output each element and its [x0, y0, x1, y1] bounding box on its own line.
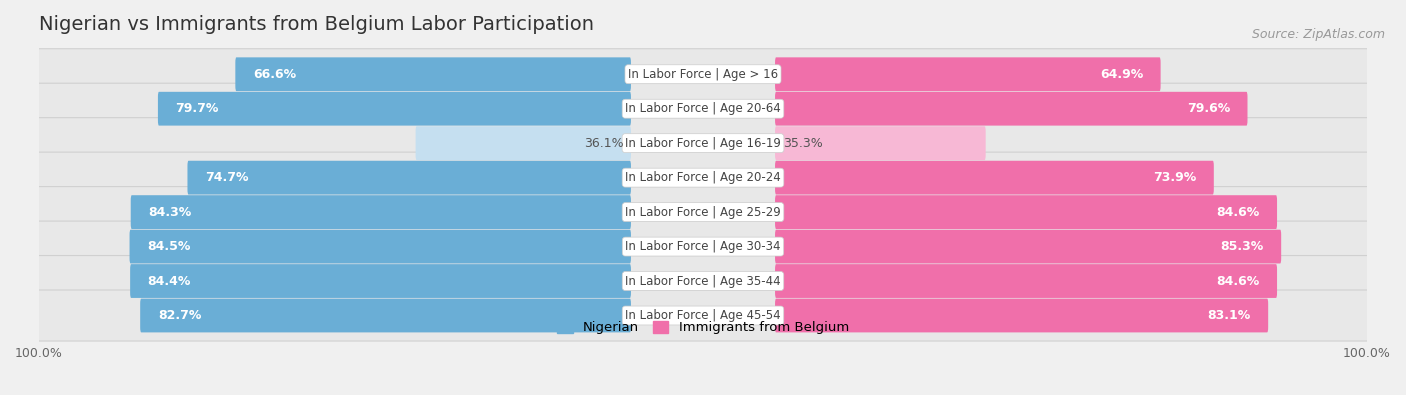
Text: In Labor Force | Age 45-54: In Labor Force | Age 45-54: [626, 309, 780, 322]
Text: 36.1%: 36.1%: [583, 137, 623, 150]
Text: 35.3%: 35.3%: [783, 137, 823, 150]
Text: 66.6%: 66.6%: [253, 68, 297, 81]
Text: 73.9%: 73.9%: [1153, 171, 1197, 184]
Legend: Nigerian, Immigrants from Belgium: Nigerian, Immigrants from Belgium: [551, 316, 855, 339]
FancyBboxPatch shape: [37, 83, 1369, 134]
FancyBboxPatch shape: [157, 92, 631, 126]
Text: 85.3%: 85.3%: [1220, 240, 1264, 253]
FancyBboxPatch shape: [37, 221, 1369, 272]
FancyBboxPatch shape: [187, 161, 631, 194]
FancyBboxPatch shape: [775, 264, 1277, 298]
Text: In Labor Force | Age > 16: In Labor Force | Age > 16: [628, 68, 778, 81]
FancyBboxPatch shape: [37, 118, 1369, 169]
FancyBboxPatch shape: [775, 161, 1213, 194]
FancyBboxPatch shape: [131, 264, 631, 298]
FancyBboxPatch shape: [235, 57, 631, 91]
Text: 84.6%: 84.6%: [1216, 206, 1260, 218]
FancyBboxPatch shape: [775, 299, 1268, 333]
Text: 83.1%: 83.1%: [1208, 309, 1250, 322]
FancyBboxPatch shape: [416, 126, 631, 160]
Text: Source: ZipAtlas.com: Source: ZipAtlas.com: [1251, 28, 1385, 41]
Text: 82.7%: 82.7%: [157, 309, 201, 322]
Text: 84.5%: 84.5%: [148, 240, 191, 253]
FancyBboxPatch shape: [37, 186, 1369, 238]
FancyBboxPatch shape: [37, 256, 1369, 307]
FancyBboxPatch shape: [775, 92, 1247, 126]
Text: 79.6%: 79.6%: [1187, 102, 1230, 115]
Text: In Labor Force | Age 30-34: In Labor Force | Age 30-34: [626, 240, 780, 253]
FancyBboxPatch shape: [141, 299, 631, 333]
FancyBboxPatch shape: [775, 229, 1281, 263]
Text: 84.3%: 84.3%: [148, 206, 191, 218]
Text: 79.7%: 79.7%: [176, 102, 219, 115]
Text: Nigerian vs Immigrants from Belgium Labor Participation: Nigerian vs Immigrants from Belgium Labo…: [39, 15, 593, 34]
FancyBboxPatch shape: [775, 126, 986, 160]
Text: In Labor Force | Age 25-29: In Labor Force | Age 25-29: [626, 206, 780, 218]
FancyBboxPatch shape: [37, 152, 1369, 203]
FancyBboxPatch shape: [131, 195, 631, 229]
Text: In Labor Force | Age 35-44: In Labor Force | Age 35-44: [626, 275, 780, 288]
FancyBboxPatch shape: [775, 195, 1277, 229]
FancyBboxPatch shape: [37, 49, 1369, 100]
Text: In Labor Force | Age 20-64: In Labor Force | Age 20-64: [626, 102, 780, 115]
Text: 64.9%: 64.9%: [1099, 68, 1143, 81]
FancyBboxPatch shape: [775, 57, 1160, 91]
Text: 84.4%: 84.4%: [148, 275, 191, 288]
Text: In Labor Force | Age 20-24: In Labor Force | Age 20-24: [626, 171, 780, 184]
Text: In Labor Force | Age 16-19: In Labor Force | Age 16-19: [626, 137, 780, 150]
Text: 74.7%: 74.7%: [205, 171, 249, 184]
FancyBboxPatch shape: [37, 290, 1369, 341]
Text: 84.6%: 84.6%: [1216, 275, 1260, 288]
FancyBboxPatch shape: [129, 229, 631, 263]
